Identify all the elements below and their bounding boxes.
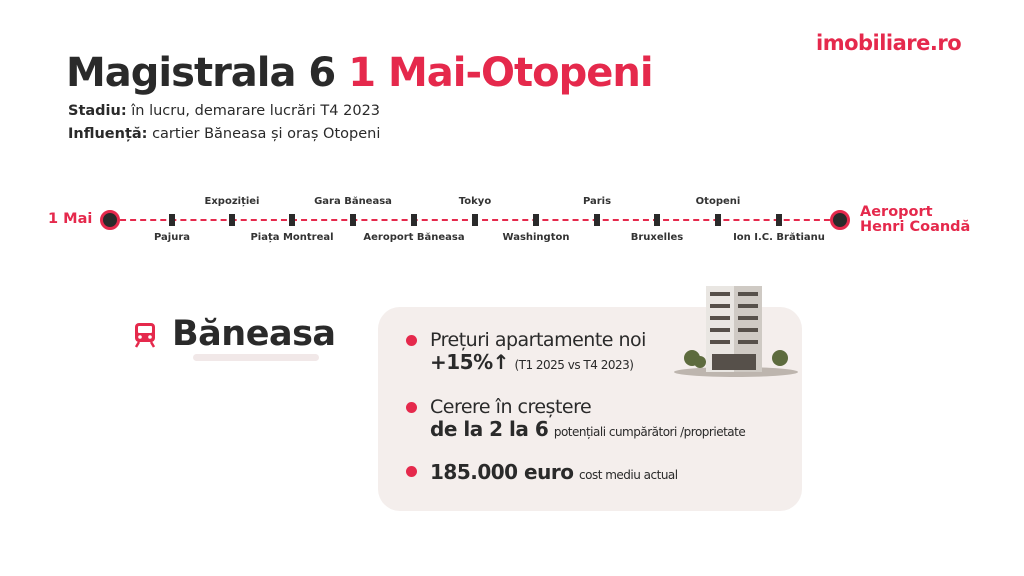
bullet-icon: [406, 335, 417, 346]
end-station-marker: [830, 210, 850, 230]
train-icon: [134, 323, 156, 348]
bullet-icon: [406, 402, 417, 413]
area-name: Băneasa: [172, 314, 336, 354]
station-marker: [776, 214, 782, 226]
fact-prices: Prețuri apartamente noi +15%↑ (T1 2025 vs…: [430, 329, 646, 376]
start-station-label: 1 Mai: [48, 211, 93, 227]
end-label-line2: Henri Coandă: [860, 219, 971, 235]
fact-demand: Cerere în creștere de la 2 la 6 potențial…: [430, 396, 746, 443]
status-line: Stadiu: în lucru, demarare lucrări T4 20…: [68, 103, 380, 119]
station-label: Tokyo: [458, 196, 492, 207]
fact-cost: 185.000 euro cost mediu actual: [430, 461, 678, 486]
start-station-marker: [100, 210, 120, 230]
building-illustration: [674, 286, 798, 377]
title-main: Magistrala 6: [66, 50, 336, 96]
area-underline: [193, 354, 319, 361]
station-label: Paris: [582, 196, 612, 207]
page-title: Magistrala 6 1 Mai-Otopeni: [66, 50, 654, 96]
station-label: Gara Băneasa: [314, 196, 392, 207]
end-station-label: Aeroport Henri Coandă: [860, 205, 970, 235]
station-marker: [533, 214, 539, 226]
end-label-line1: Aeroport: [860, 204, 933, 220]
station-label: Pajura: [153, 232, 191, 243]
station-marker: [715, 214, 721, 226]
status-label: Stadiu:: [68, 103, 127, 119]
fact-demand-title: Cerere în creștere: [430, 396, 592, 418]
fact-demand-note: potențiali cumpărători /proprietate: [553, 425, 746, 439]
station-marker: [411, 214, 417, 226]
influence-label: Influență:: [68, 126, 148, 142]
station-label: Washington: [502, 232, 570, 243]
influence-line: Influență: cartier Băneasa și oraș Otope…: [68, 126, 380, 142]
station-marker: [594, 214, 600, 226]
station-label: Ion I.C. Brătianu: [733, 232, 825, 243]
bullet-icon: [406, 466, 417, 477]
station-marker: [229, 214, 235, 226]
station-label: Otopeni: [695, 196, 741, 207]
station-marker: [654, 214, 660, 226]
station-label: Expoziției: [204, 196, 260, 207]
station-marker: [350, 214, 356, 226]
brand-logo: imobiliare.ro: [816, 31, 962, 55]
fact-prices-title: Prețuri apartamente noi: [430, 329, 646, 351]
fact-cost-value: 185.000 euro: [430, 460, 574, 484]
status-value: în lucru, demarare lucrări T4 2023: [126, 103, 381, 119]
title-accent: 1 Mai-Otopeni: [348, 50, 653, 96]
fact-prices-value: +15%↑: [430, 350, 509, 374]
station-marker: [289, 214, 295, 226]
fact-prices-note: (T1 2025 vs T4 2023): [514, 358, 634, 372]
station-label: Bruxelles: [630, 232, 684, 243]
station-label: Piața Montreal: [250, 232, 334, 243]
fact-demand-value: de la 2 la 6: [430, 417, 549, 441]
fact-cost-note: cost mediu actual: [579, 468, 678, 482]
station-marker: [169, 214, 175, 226]
station-marker: [472, 214, 478, 226]
influence-value: cartier Băneasa și oraș Otopeni: [147, 126, 381, 142]
station-label: Aeroport Băneasa: [363, 232, 465, 243]
